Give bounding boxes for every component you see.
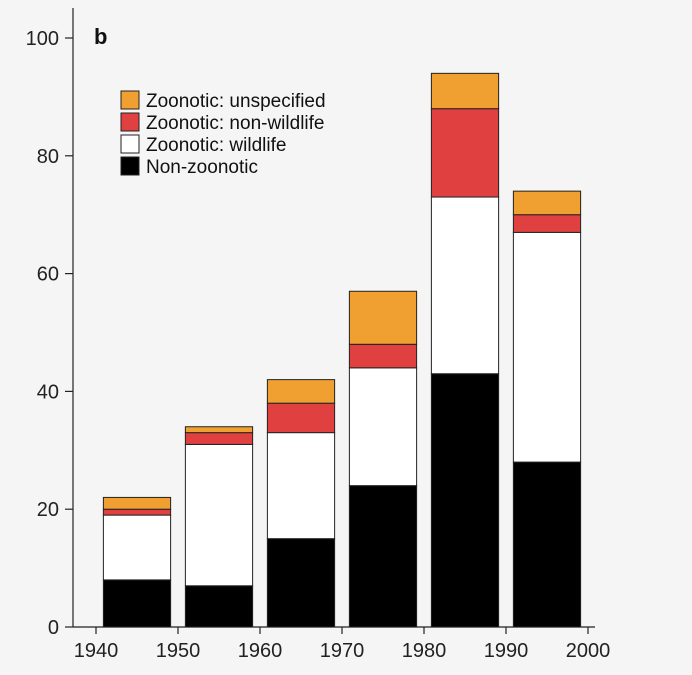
bar-segment-non-zoonotic-5: [512, 461, 582, 628]
x-tick-label: 1970: [320, 640, 365, 662]
axes: 0 20 40 60 80 100 1940 1950 1960 1970 1980 1990 2000: [26, 8, 611, 662]
bar-segment-non-zoonotic-3: [348, 485, 418, 628]
bar-segment-zoonotic-non-wildlife-5: [512, 214, 582, 233]
legend-label: Zoonotic: unspecified: [146, 91, 326, 112]
y-tick-label: 100: [26, 28, 59, 50]
legend-swatch: [120, 90, 140, 110]
bar-segment-non-zoonotic-2: [266, 538, 336, 628]
bar-segment-zoonotic-wildlife-3: [348, 367, 418, 487]
bar-segment-zoonotic-wildlife-2: [266, 432, 336, 540]
y-tick-label: 40: [37, 381, 59, 403]
legend-swatch: [120, 156, 140, 176]
bar-segment-zoonotic-non-wildlife-2: [266, 402, 336, 434]
bar-segment-non-zoonotic-4: [430, 373, 500, 628]
bar-segment-zoonotic-wildlife-1: [184, 443, 254, 587]
bar-segment-zoonotic-unspecified-3: [348, 290, 418, 345]
x-tick-label: 2000: [566, 640, 611, 662]
y-tick-label: 80: [37, 146, 59, 168]
x-tick-label: 1960: [238, 640, 283, 662]
bar-segment-zoonotic-unspecified-5: [512, 190, 582, 216]
y-tick-label: 20: [37, 499, 59, 521]
y-tick-label: 60: [37, 264, 59, 286]
bar-segment-non-zoonotic-0: [102, 579, 172, 628]
bar-segment-zoonotic-non-wildlife-4: [430, 108, 500, 198]
bar-segment-zoonotic-unspecified-2: [266, 379, 336, 404]
bars: [102, 72, 582, 628]
x-tick-label: 1940: [74, 640, 119, 662]
x-tick-label: 1950: [156, 640, 201, 662]
bar-segment-zoonotic-non-wildlife-0: [102, 508, 172, 516]
bar-segment-zoonotic-wildlife-4: [430, 196, 500, 375]
bar-segment-non-zoonotic-1: [184, 585, 254, 628]
bar-segment-zoonotic-unspecified-0: [102, 496, 172, 510]
legend-label: Zoonotic: wildlife: [146, 135, 286, 156]
bar-segment-zoonotic-wildlife-5: [512, 231, 582, 463]
bar-segment-zoonotic-unspecified-4: [430, 72, 500, 110]
bar-segment-zoonotic-non-wildlife-3: [348, 343, 418, 369]
bar-segment-zoonotic-unspecified-1: [184, 426, 254, 434]
legend-swatch: [120, 134, 140, 154]
x-tick-label: 1980: [402, 640, 447, 662]
bar-segment-zoonotic-wildlife-0: [102, 514, 172, 581]
bar-segment-zoonotic-non-wildlife-1: [184, 432, 254, 445]
legend-swatch: [120, 112, 140, 132]
legend-label: Non-zoonotic: [146, 157, 258, 178]
legend-label: Zoonotic: non-wildlife: [146, 113, 324, 134]
y-tick-label: 0: [48, 617, 59, 639]
x-tick-label: 1990: [484, 640, 529, 662]
panel-label: b: [94, 24, 107, 49]
